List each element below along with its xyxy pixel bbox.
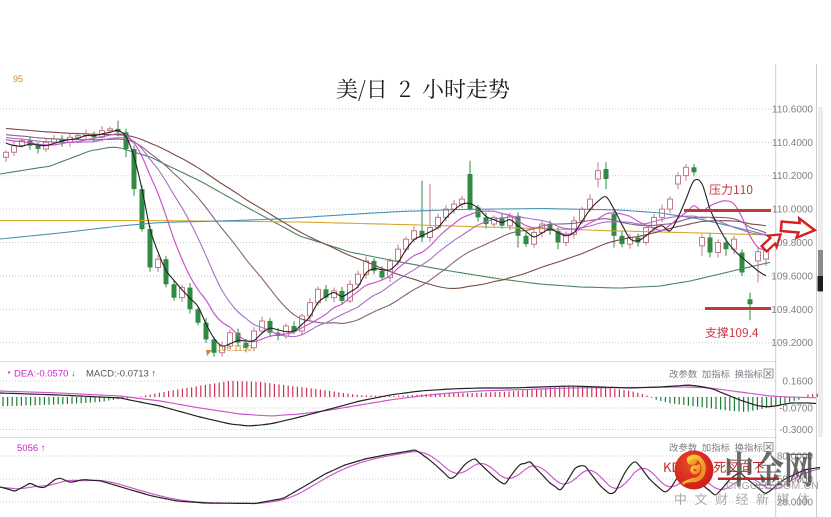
svg-text:-0.0700: -0.0700 [779,404,813,415]
svg-text:80.0000: 80.0000 [777,452,814,463]
svg-text:109.1150: 109.1150 [217,343,252,353]
svg-text:DEA:-0.0570 ↓: DEA:-0.0570 ↓ [14,369,76,380]
svg-text:110.0000: 110.0000 [772,205,813,216]
svg-text:CNGOLD.COM.CN: CNGOLD.COM.CN [726,480,819,492]
svg-text:110.4000: 110.4000 [772,138,813,149]
svg-text:-0.3000: -0.3000 [779,425,813,436]
svg-text:5056 ↑: 5056 ↑ [17,443,46,454]
svg-text:95: 95 [13,74,23,84]
svg-text:0.1600: 0.1600 [782,377,813,388]
svg-text:109.8000: 109.8000 [771,238,813,249]
svg-text:109.4000: 109.4000 [771,305,813,316]
svg-text:110.6000: 110.6000 [772,104,813,115]
svg-text:110.2000: 110.2000 [772,171,813,182]
svg-text:20.0000: 20.0000 [777,498,814,509]
svg-text:MACD:-0.0713 ↑: MACD:-0.0713 ↑ [86,369,156,380]
svg-text:109.2000: 109.2000 [771,338,813,349]
svg-text:109.6000: 109.6000 [771,271,813,282]
svg-text:50.0000: 50.0000 [777,475,814,486]
